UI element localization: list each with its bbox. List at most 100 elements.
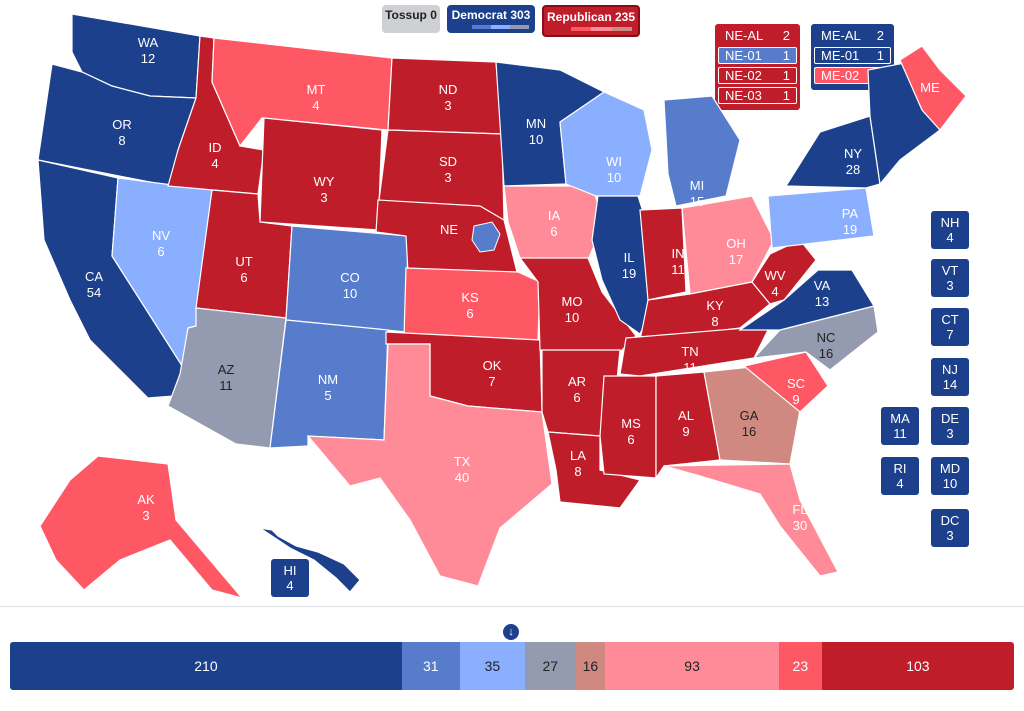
small-state-abbr: RI xyxy=(893,461,907,476)
district-name: ME-02 xyxy=(821,68,860,83)
state-ev-id: 4 xyxy=(211,156,218,171)
nebraska-districts: NE-AL 2 NE-01 1 NE-02 1 NE-03 1 xyxy=(715,24,800,110)
state-label-nc: NC xyxy=(817,330,836,345)
small-state-ri[interactable]: RI 4 xyxy=(881,457,919,495)
small-state-ma[interactable]: MA 11 xyxy=(881,407,919,445)
small-state-ev: 3 xyxy=(946,528,954,543)
state-ev-nv: 6 xyxy=(157,244,164,259)
district-ne-01-shape[interactable] xyxy=(471,221,501,253)
state-ev-ut: 6 xyxy=(240,270,247,285)
district-me-al[interactable]: ME-AL 2 xyxy=(814,27,891,44)
state-ev-nc: 16 xyxy=(819,346,833,361)
district-ne-01[interactable]: NE-01 1 xyxy=(718,47,797,64)
district-name: ME-AL xyxy=(821,28,861,43)
small-state-nh[interactable]: NH 4 xyxy=(931,211,969,249)
state-label-az: AZ xyxy=(218,362,235,377)
state-ev-tn: 11 xyxy=(683,360,697,375)
state-oh[interactable] xyxy=(681,195,775,295)
district-ev: 1 xyxy=(782,48,790,63)
down-arrow-icon[interactable]: ↓ xyxy=(503,624,519,640)
state-label-ne: NE xyxy=(440,222,458,237)
state-al[interactable] xyxy=(655,371,721,480)
state-label-mn: MN xyxy=(526,116,546,131)
small-state-abbr: CT xyxy=(941,312,959,327)
tossup-chip[interactable]: Tossup 0 xyxy=(382,5,440,33)
democrat-stripe xyxy=(453,25,529,29)
state-fl[interactable] xyxy=(663,463,839,577)
state-ev-nm: 5 xyxy=(324,388,331,403)
totals-segment-safe-d: 210 xyxy=(10,642,402,690)
democrat-chip[interactable]: Democrat 303 xyxy=(447,5,535,33)
small-state-ev: 4 xyxy=(896,476,904,491)
state-mi[interactable] xyxy=(663,95,741,207)
small-state-nj[interactable]: NJ 14 xyxy=(931,358,969,396)
district-me-01[interactable]: ME-01 1 xyxy=(814,47,891,64)
state-label-mt: MT xyxy=(307,82,326,97)
state-ev-or: 8 xyxy=(118,133,125,148)
small-state-abbr: DC xyxy=(940,513,960,528)
state-ev-ok: 7 xyxy=(488,374,495,389)
state-label-mi: MI xyxy=(690,178,704,193)
state-ak[interactable] xyxy=(39,455,244,600)
district-name: NE-02 xyxy=(725,68,762,83)
hi-label-box[interactable]: HI 4 xyxy=(271,559,309,597)
totals-segment-likely-d: 31 xyxy=(401,642,460,690)
state-label-il: IL xyxy=(624,250,635,265)
state-me[interactable] xyxy=(899,45,967,131)
state-label-sd: SD xyxy=(439,154,457,169)
state-pa[interactable] xyxy=(767,187,875,249)
state-label-ga: GA xyxy=(740,408,759,423)
totals-segment-tossup: 27 xyxy=(525,642,576,690)
state-ms[interactable] xyxy=(599,375,657,479)
republican-stripe xyxy=(550,27,632,31)
district-ne-03[interactable]: NE-03 1 xyxy=(718,87,797,104)
state-sc[interactable] xyxy=(742,351,829,413)
state-label-tn: TN xyxy=(681,344,698,359)
state-ev-va: 13 xyxy=(815,294,829,309)
state-label-me: ME xyxy=(920,80,940,95)
district-ne-al[interactable]: NE-AL 2 xyxy=(718,27,797,44)
state-hi[interactable] xyxy=(259,527,361,593)
state-label-ar: AR xyxy=(568,374,586,389)
small-state-de[interactable]: DE 3 xyxy=(931,407,969,445)
state-in[interactable] xyxy=(639,207,687,301)
state-label-ak: AK xyxy=(137,492,155,507)
district-name: NE-AL xyxy=(725,28,764,43)
state-ev-mo: 10 xyxy=(565,310,579,325)
small-state-vt[interactable]: VT 3 xyxy=(931,259,969,297)
state-label-pa: PA xyxy=(842,206,859,221)
state-ia[interactable] xyxy=(503,185,605,261)
state-wi[interactable] xyxy=(559,91,653,197)
state-ev-mi: 15 xyxy=(690,194,704,209)
republican-label: Republican 235 xyxy=(546,10,636,24)
state-ev-nd: 3 xyxy=(444,98,451,113)
state-label-ut: UT xyxy=(235,254,252,269)
state-ev-ia: 6 xyxy=(550,224,557,239)
small-state-dc[interactable]: DC 3 xyxy=(931,509,969,547)
state-ny[interactable] xyxy=(784,115,881,189)
state-label-ok: OK xyxy=(483,358,502,373)
state-label-wi: WI xyxy=(606,154,622,169)
small-state-abbr: DE xyxy=(940,411,960,426)
state-ev-ks: 6 xyxy=(466,306,473,321)
state-ev-ky: 8 xyxy=(711,314,718,329)
district-name: ME-01 xyxy=(821,48,860,63)
state-ev-il: 19 xyxy=(622,266,636,281)
district-ev: 1 xyxy=(782,88,790,103)
republican-chip[interactable]: Republican 235 xyxy=(542,5,640,37)
small-state-abbr: NH xyxy=(940,215,960,230)
small-state-ev: 10 xyxy=(942,476,958,491)
state-label-nm: NM xyxy=(318,372,338,387)
state-label-ky: KY xyxy=(706,298,724,313)
district-ev: 1 xyxy=(782,68,790,83)
state-tx[interactable] xyxy=(306,343,553,587)
state-wv[interactable] xyxy=(751,239,817,305)
small-state-ct[interactable]: CT 7 xyxy=(931,308,969,346)
state-label-in: IN xyxy=(672,246,685,261)
state-label-ms: MS xyxy=(621,416,641,431)
state-label-oh: OH xyxy=(726,236,746,251)
state-ev-mn: 10 xyxy=(529,132,543,147)
small-state-md[interactable]: MD 10 xyxy=(931,457,969,495)
district-ne-02[interactable]: NE-02 1 xyxy=(718,67,797,84)
